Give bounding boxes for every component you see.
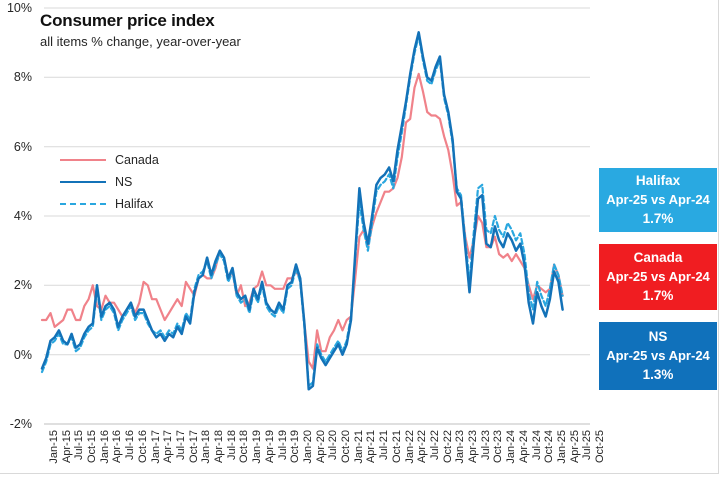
y-tick-label: 6% — [13, 139, 32, 154]
x-tick-label: Apr-18 — [213, 430, 226, 464]
legend-swatch-canada — [60, 159, 106, 161]
x-tick-label: Oct-15 — [86, 430, 99, 464]
legend-swatch-ns — [60, 181, 106, 183]
legend-item-ns: NS — [60, 171, 159, 193]
x-tick-label: Jul-21 — [378, 430, 391, 460]
y-tick-label: 2% — [13, 278, 32, 293]
x-tick-label: Jul-25 — [581, 430, 594, 460]
x-tick-label: Oct-22 — [441, 430, 454, 464]
x-tick-label: Jul-24 — [530, 430, 543, 460]
x-tick-label: Jan-19 — [251, 430, 264, 464]
legend-label-canada: Canada — [115, 153, 159, 167]
y-tick-label: 10% — [6, 1, 32, 15]
summary-box-halifax-comparison: Apr-25 vs Apr-24 — [606, 191, 710, 207]
x-tick-label: Apr-20 — [314, 430, 327, 464]
summary-box-canada-comparison: Apr-25 vs Apr-24 — [606, 268, 710, 284]
x-tick-label: Jul-18 — [225, 430, 238, 460]
x-tick-label: Oct-18 — [238, 430, 251, 464]
legend: Canada NS Halifax — [60, 149, 159, 215]
y-tick-label: 4% — [13, 209, 32, 223]
x-tick-label: Apr-19 — [263, 430, 276, 464]
x-tick-label: Jan-16 — [98, 430, 111, 464]
summary-box-halifax-title: Halifax — [635, 173, 681, 189]
x-tick-label: Oct-20 — [340, 430, 353, 464]
x-tick-label: Jan-22 — [403, 430, 416, 464]
x-tick-label: Jul-22 — [428, 430, 441, 460]
summary-box-canada: Canada Apr-25 vs Apr-24 1.7% — [599, 244, 717, 310]
x-tick-label: Oct-19 — [289, 430, 302, 464]
series-line-ns — [40, 31, 564, 391]
legend-label-ns: NS — [115, 175, 133, 189]
summary-box-canada-value: 1.7% — [642, 288, 674, 304]
x-tick-label: Jul-17 — [174, 430, 187, 460]
x-tick-label: Oct-21 — [390, 430, 403, 464]
x-tick-label: Jan-15 — [48, 430, 60, 464]
x-tick-label: Apr-21 — [365, 430, 378, 464]
legend-item-halifax: Halifax — [60, 193, 159, 215]
y-tick-label: -2% — [9, 417, 32, 431]
summary-box-ns-title: NS — [648, 329, 668, 345]
x-tick-label: Oct-23 — [492, 430, 505, 464]
x-tick-label: Jan-23 — [454, 430, 467, 464]
x-tick-label: Jan-21 — [352, 430, 365, 464]
x-tick-label: Jul-23 — [479, 430, 492, 460]
summary-box-halifax: Halifax Apr-25 vs Apr-24 1.7% — [599, 168, 717, 232]
x-tick-label: Jan-18 — [200, 430, 213, 464]
y-tick-label: 8% — [13, 70, 32, 85]
legend-swatch-halifax — [60, 203, 106, 205]
x-tick-label: Jan-20 — [301, 430, 314, 464]
legend-item-canada: Canada — [60, 149, 159, 171]
x-tick-label: Jul-16 — [124, 430, 137, 460]
x-tick-label: Oct-25 — [594, 430, 606, 464]
x-tick-label: Apr-17 — [162, 430, 175, 464]
x-tick-label: Oct-16 — [136, 430, 149, 464]
x-tick-label: Jan-25 — [555, 430, 568, 464]
summary-box-ns-value: 1.3% — [642, 367, 674, 383]
chart-title: Consumer price index — [40, 11, 215, 30]
summary-box-halifax-value: 1.7% — [642, 211, 674, 227]
x-tick-label: Jul-15 — [73, 430, 86, 460]
legend-label-halifax: Halifax — [115, 197, 154, 211]
x-tick-label: Apr-15 — [60, 430, 73, 464]
summary-box-ns-comparison: Apr-25 vs Apr-24 — [606, 347, 710, 363]
x-tick-label: Jan-24 — [505, 430, 518, 464]
x-tick-label: Apr-22 — [416, 430, 429, 464]
x-tick-label: Oct-24 — [543, 430, 556, 464]
x-tick-label: Jan-17 — [149, 430, 162, 464]
x-tick-label: Jul-19 — [276, 430, 289, 460]
x-tick-label: Apr-16 — [111, 430, 124, 464]
summary-box-canada-title: Canada — [633, 250, 683, 266]
x-tick-label: Jul-20 — [327, 430, 340, 460]
x-tick-label: Apr-24 — [517, 430, 530, 464]
x-tick-label: Oct-17 — [187, 430, 200, 464]
summary-box-ns: NS Apr-25 vs Apr-24 1.3% — [599, 322, 717, 390]
x-tick-label: Apr-23 — [467, 430, 480, 464]
chart-subtitle: all items % change, year-over-year — [40, 34, 241, 49]
y-tick-label: 0% — [13, 347, 32, 362]
x-tick-label: Apr-25 — [568, 430, 581, 464]
